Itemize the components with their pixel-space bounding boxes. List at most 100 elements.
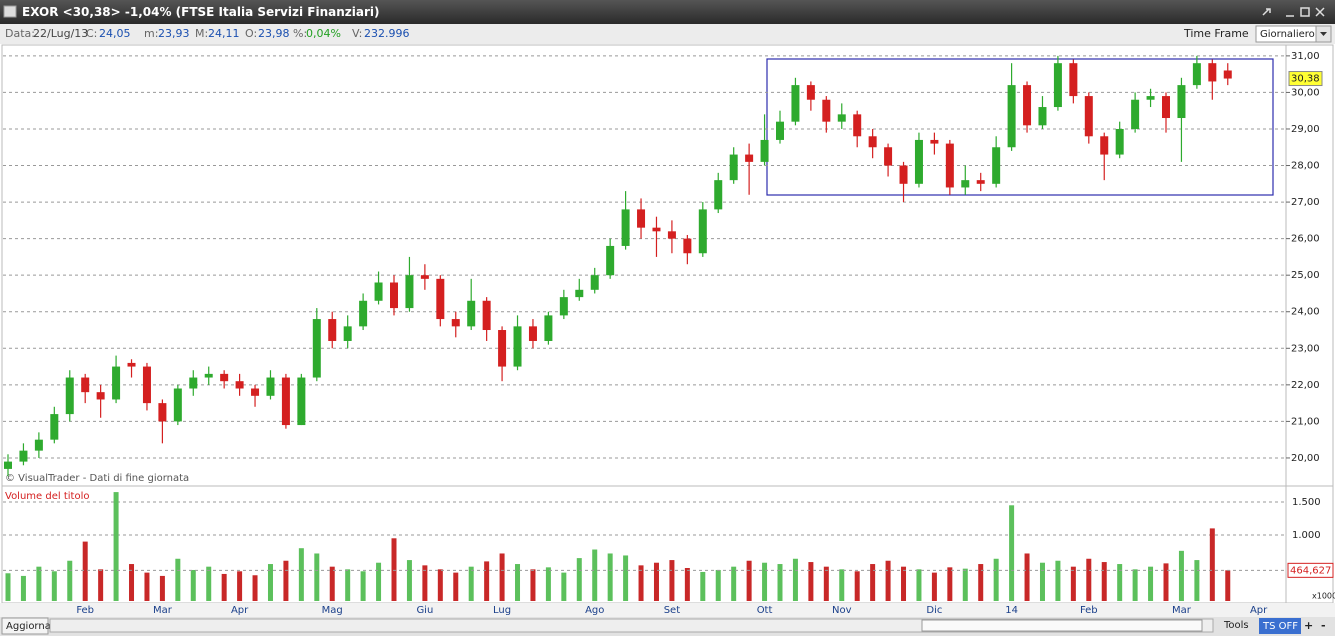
candle-body <box>4 461 12 469</box>
volume-bar <box>20 575 26 601</box>
candle-body <box>1131 99 1140 129</box>
x-tick-label: Feb <box>1080 605 1098 616</box>
volume-bar <box>360 571 366 601</box>
candle-body <box>420 275 429 279</box>
volume-bar <box>51 571 57 601</box>
volume-bar <box>530 569 536 601</box>
volume-bar <box>406 560 412 601</box>
x-tick-label: Ago <box>585 605 604 616</box>
volume-bar <box>1101 562 1107 601</box>
info-label: Data: <box>5 27 35 40</box>
volume-bar <box>576 558 582 601</box>
candle-body <box>590 275 599 290</box>
volume-bar <box>777 564 783 601</box>
x-tick-label: Mar <box>1172 605 1192 616</box>
time-frame-value[interactable]: Giornaliero <box>1260 29 1315 40</box>
volume-bar <box>870 564 876 601</box>
volume-bar <box>515 564 521 601</box>
candle-body <box>220 373 229 382</box>
volume-bar <box>792 558 798 601</box>
last-price-box <box>1288 71 1323 87</box>
candle-body <box>34 439 43 451</box>
y-tick-label: 29,00 <box>1291 124 1320 135</box>
x-tick-label: Feb <box>76 605 94 616</box>
volume-bar <box>329 566 335 601</box>
volume-bar <box>700 571 706 601</box>
info-value: 23,98 <box>258 27 290 40</box>
volume-bar <box>267 564 273 601</box>
candle-body <box>1023 85 1032 126</box>
candle-body <box>822 99 831 122</box>
candle-body <box>652 227 661 232</box>
candle-body <box>976 180 985 184</box>
info-value: 232.996 <box>364 27 410 40</box>
y-tick-label: 22,00 <box>1291 380 1320 391</box>
volume-bar <box>653 562 659 601</box>
volume-bar <box>684 567 690 601</box>
candle-body <box>235 381 244 389</box>
y-tick-label: 28,00 <box>1291 161 1320 172</box>
volume-bar <box>669 560 675 601</box>
tools-button[interactable]: Tools <box>1223 620 1249 631</box>
candle-body <box>683 238 692 254</box>
refresh-label[interactable]: Aggiorna <box>6 621 51 632</box>
candle-body <box>575 289 584 298</box>
volume-bar <box>1163 563 1169 601</box>
candle-body <box>544 315 553 341</box>
x-tick-label: Apr <box>1250 605 1268 616</box>
volume-bar <box>1132 569 1138 601</box>
candle-body <box>745 154 754 162</box>
volume-bar <box>1178 550 1184 601</box>
candle-body <box>297 377 306 426</box>
volume-bar <box>129 564 135 601</box>
volume-bar <box>1086 558 1092 601</box>
volume-bar <box>607 553 613 601</box>
volume-bar <box>206 566 212 601</box>
volume-bar <box>237 571 243 601</box>
ts-label[interactable]: TS OFF <box>1262 621 1298 632</box>
volume-bar <box>298 548 304 601</box>
candle-body <box>204 373 213 378</box>
candle-body <box>112 366 121 400</box>
candle-body <box>528 326 537 341</box>
volume-bar <box>175 558 181 601</box>
minus-button[interactable]: - <box>1321 619 1326 632</box>
refresh-button[interactable] <box>1 617 49 635</box>
volume-bar <box>437 569 443 601</box>
window-controls[interactable] <box>1262 7 1325 17</box>
candle-body <box>961 180 970 188</box>
candle-body <box>1007 85 1016 148</box>
volume-bar <box>221 573 227 601</box>
ts-button[interactable] <box>1259 618 1301 634</box>
candle-body <box>899 165 908 184</box>
last-price-label: 30,38 <box>1291 74 1320 85</box>
candle-body <box>142 366 151 404</box>
candle-body <box>328 319 337 341</box>
volume-bar <box>1117 564 1123 601</box>
candle-body <box>1069 63 1078 97</box>
candle-body <box>127 362 136 367</box>
volume-bar <box>839 569 845 601</box>
volume-bar <box>993 558 999 601</box>
scroll-thumb[interactable] <box>921 619 1203 632</box>
info-value: 24,05 <box>99 27 131 40</box>
title-bar <box>0 0 1335 24</box>
plus-button[interactable]: + <box>1304 619 1313 632</box>
candle-body <box>266 377 275 396</box>
y-tick-label: 26,00 <box>1291 234 1320 245</box>
volume-bar <box>1070 566 1076 601</box>
volume-title: Volume del titolo <box>5 491 89 502</box>
candle-body <box>1162 96 1170 119</box>
y-tick-label: 25,00 <box>1291 270 1320 281</box>
candle-body <box>853 114 862 137</box>
volume-bar <box>82 541 88 601</box>
x-tick-label: Giu <box>416 605 433 616</box>
volume-bar <box>144 572 150 601</box>
volume-bar <box>1009 505 1015 601</box>
info-label: %: <box>293 27 307 40</box>
candle-body <box>158 403 167 422</box>
volume-bar <box>592 549 598 601</box>
volume-bar <box>1194 560 1200 601</box>
candle-body <box>791 85 800 122</box>
x-tick-label: 14 <box>1005 605 1018 616</box>
